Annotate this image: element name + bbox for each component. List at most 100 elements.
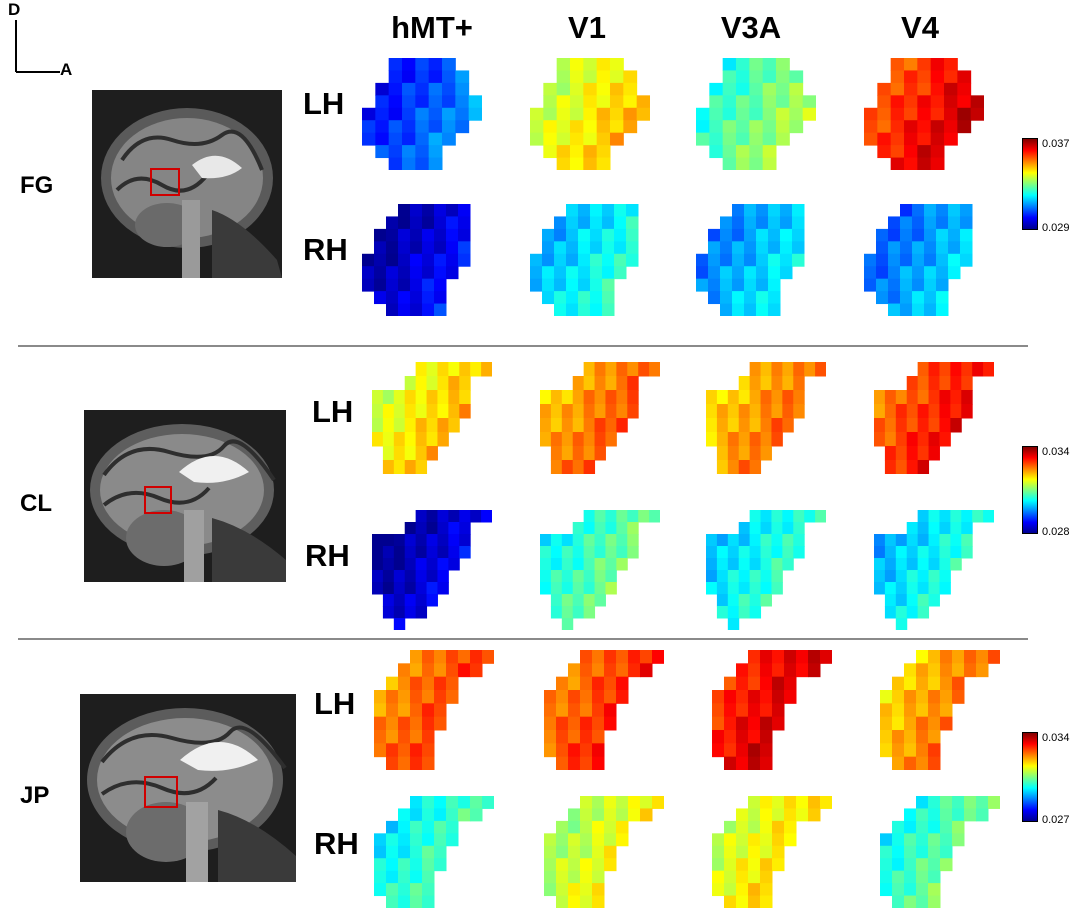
hemisphere-label-jp-rh: RH xyxy=(314,826,359,861)
voxel xyxy=(570,107,584,121)
voxel xyxy=(796,796,809,809)
voxel xyxy=(446,820,459,834)
voxel xyxy=(614,266,627,280)
voxel xyxy=(459,546,471,559)
voxel xyxy=(709,95,724,109)
voxel xyxy=(543,132,558,146)
voxel xyxy=(540,546,552,559)
voxel xyxy=(749,546,762,559)
voxel xyxy=(760,534,772,547)
voxel xyxy=(596,95,611,109)
voxel xyxy=(404,558,417,571)
voxel xyxy=(556,145,571,159)
voxel xyxy=(727,460,740,474)
voxel xyxy=(916,663,929,678)
voxel xyxy=(880,883,893,897)
voxel xyxy=(912,204,925,217)
voxel xyxy=(780,204,793,217)
voxel xyxy=(623,120,638,134)
voxel xyxy=(415,446,428,461)
voxel xyxy=(874,570,886,583)
voxel xyxy=(590,253,603,267)
voxel xyxy=(917,404,930,419)
voxel xyxy=(928,676,941,691)
voxel xyxy=(768,278,781,292)
voxel xyxy=(556,157,571,170)
voxel xyxy=(594,376,606,391)
voxel xyxy=(614,241,627,255)
map xyxy=(874,510,994,630)
voxel xyxy=(912,266,925,280)
voxel xyxy=(749,58,764,71)
voxel xyxy=(556,70,571,84)
voxel xyxy=(804,362,816,377)
voxel xyxy=(736,895,749,908)
voxel xyxy=(628,808,641,822)
voxel xyxy=(930,95,945,109)
voxel xyxy=(720,303,733,316)
voxel xyxy=(749,145,764,159)
voxel xyxy=(393,570,406,583)
voxel xyxy=(605,546,617,559)
voxel xyxy=(422,820,435,834)
voxel xyxy=(596,70,611,84)
voxel xyxy=(426,376,438,391)
map xyxy=(362,204,471,316)
voxel xyxy=(736,716,749,731)
voxel xyxy=(422,228,435,242)
voxel xyxy=(638,510,650,523)
voxel xyxy=(916,845,929,859)
subject-label-jp: JP xyxy=(20,782,50,809)
sagittal-mri-jp xyxy=(80,694,296,882)
voxel xyxy=(792,253,805,267)
voxel xyxy=(749,582,762,595)
voxel xyxy=(712,883,725,897)
voxel xyxy=(749,120,764,134)
voxel xyxy=(924,216,937,230)
voxel xyxy=(561,618,574,630)
voxel xyxy=(388,145,403,159)
voxel xyxy=(543,107,558,121)
voxel xyxy=(583,534,596,547)
voxel xyxy=(793,522,805,535)
voxel xyxy=(768,216,781,230)
voxel xyxy=(762,82,777,96)
voxel xyxy=(939,362,951,377)
voxel xyxy=(580,820,593,834)
voxel xyxy=(616,418,628,433)
voxel xyxy=(556,858,569,872)
voxel xyxy=(948,253,961,267)
voxel xyxy=(749,460,762,474)
voxel xyxy=(924,204,937,217)
voxel xyxy=(928,390,940,405)
voxel xyxy=(776,70,790,84)
map xyxy=(706,362,826,474)
voxel xyxy=(386,858,399,872)
voxel xyxy=(459,522,471,535)
voxel xyxy=(578,204,591,217)
voxel xyxy=(961,404,973,419)
roi-box xyxy=(144,776,178,808)
voxel xyxy=(708,228,721,242)
voxel xyxy=(398,241,411,255)
voxel xyxy=(928,534,940,547)
voxel xyxy=(771,570,783,583)
voxel xyxy=(374,241,387,255)
voxel xyxy=(386,756,399,770)
voxel xyxy=(386,820,399,834)
voxel xyxy=(543,95,558,109)
voxel xyxy=(592,743,605,758)
voxel xyxy=(928,883,941,897)
voxel xyxy=(906,404,919,419)
voxel xyxy=(772,808,785,822)
voxel xyxy=(890,132,905,146)
voxel xyxy=(616,362,628,377)
voxel xyxy=(415,582,428,595)
voxel xyxy=(771,362,783,377)
voxel xyxy=(924,253,937,267)
voxel xyxy=(446,690,459,704)
voxel xyxy=(724,895,737,908)
voxel xyxy=(636,95,650,109)
brain-mri-icon xyxy=(84,410,286,582)
voxel xyxy=(422,730,435,744)
